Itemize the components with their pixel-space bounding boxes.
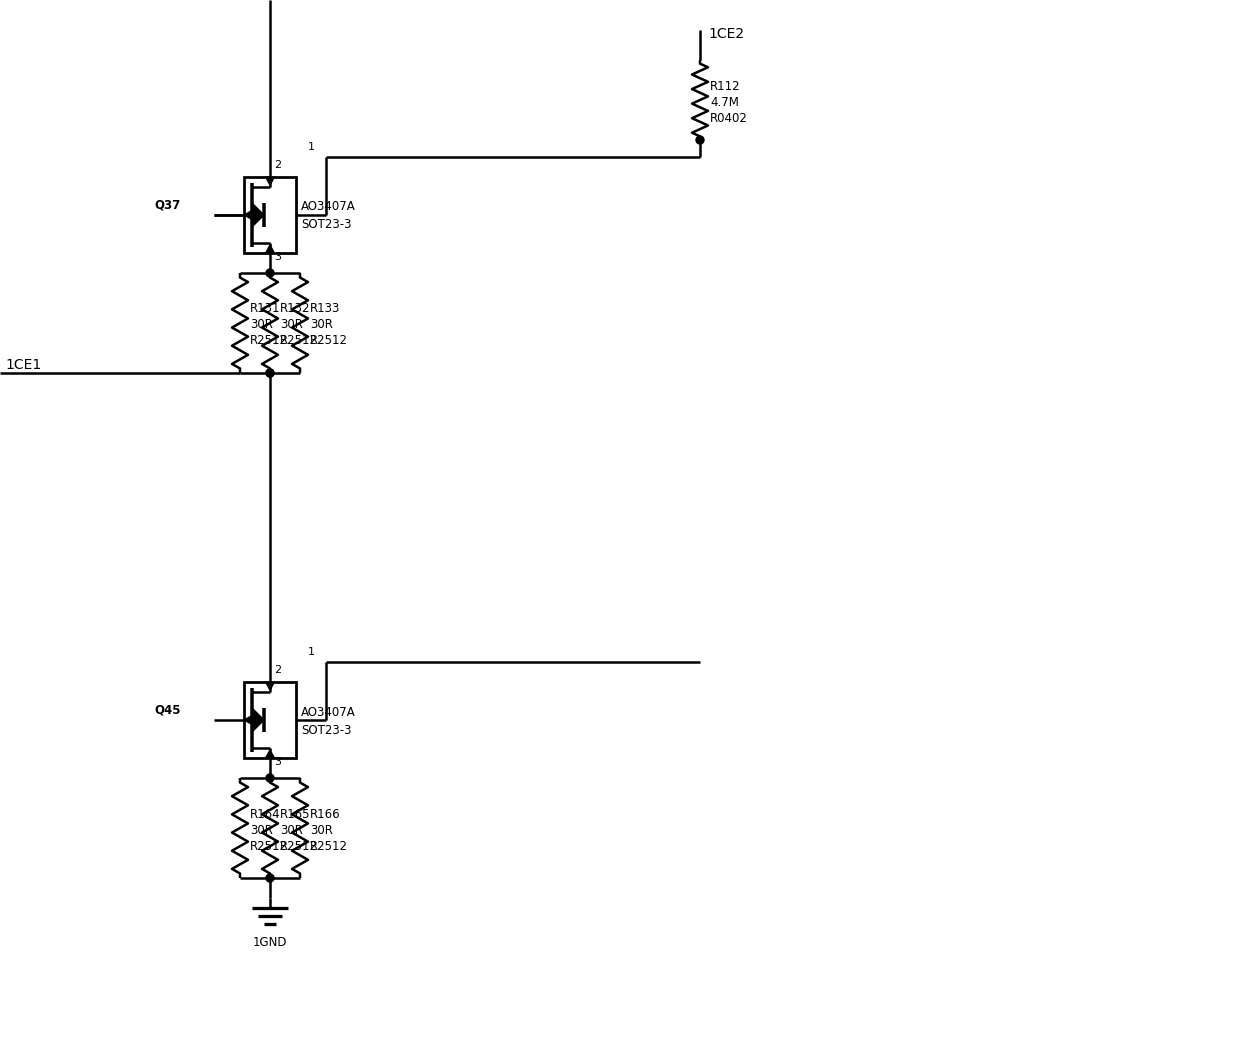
Circle shape	[267, 369, 274, 377]
Text: 2: 2	[274, 665, 281, 675]
Text: 4.7M: 4.7M	[711, 96, 739, 109]
Polygon shape	[244, 211, 252, 219]
Polygon shape	[265, 245, 274, 253]
Text: R2512: R2512	[310, 334, 348, 348]
Text: AO3407A: AO3407A	[301, 705, 356, 719]
Polygon shape	[265, 750, 274, 758]
Text: R131: R131	[250, 302, 280, 315]
Text: 3: 3	[274, 757, 281, 767]
Bar	[244, 177, 296, 253]
Circle shape	[267, 874, 274, 882]
Bar	[244, 682, 296, 758]
Text: 30R: 30R	[250, 823, 273, 837]
Text: R164: R164	[250, 807, 280, 820]
Polygon shape	[265, 177, 274, 186]
Text: R112: R112	[711, 79, 740, 93]
Text: 3: 3	[274, 252, 281, 262]
Text: AO3407A: AO3407A	[301, 200, 356, 214]
Text: 1CE2: 1CE2	[708, 27, 744, 41]
Text: R2512: R2512	[250, 334, 288, 348]
Circle shape	[267, 774, 274, 782]
Text: SOT23-3: SOT23-3	[301, 218, 351, 232]
Circle shape	[696, 136, 704, 144]
Text: 1CE1: 1CE1	[5, 358, 41, 372]
Polygon shape	[265, 682, 274, 690]
Text: R2512: R2512	[280, 839, 317, 853]
Text: 1: 1	[308, 647, 315, 657]
Text: R2512: R2512	[280, 334, 317, 348]
Polygon shape	[252, 203, 264, 227]
Text: R166: R166	[310, 807, 341, 820]
Circle shape	[267, 369, 274, 377]
Text: 2: 2	[274, 160, 281, 170]
Text: R2512: R2512	[250, 839, 288, 853]
Text: 1: 1	[308, 142, 315, 152]
Circle shape	[267, 269, 274, 277]
Polygon shape	[252, 708, 264, 731]
Polygon shape	[244, 716, 252, 724]
Text: 30R: 30R	[280, 823, 303, 837]
Text: Q37: Q37	[154, 198, 180, 212]
Text: R165: R165	[280, 807, 310, 820]
Text: 30R: 30R	[310, 318, 332, 332]
Text: 30R: 30R	[280, 318, 303, 332]
Text: 1GND: 1GND	[253, 936, 288, 949]
Text: SOT23-3: SOT23-3	[301, 723, 351, 737]
Text: 30R: 30R	[310, 823, 332, 837]
Text: R132: R132	[280, 302, 310, 315]
Text: Q45: Q45	[154, 703, 181, 717]
Text: R133: R133	[310, 302, 340, 315]
Text: 30R: 30R	[250, 318, 273, 332]
Text: R0402: R0402	[711, 112, 748, 124]
Text: R2512: R2512	[310, 839, 348, 853]
